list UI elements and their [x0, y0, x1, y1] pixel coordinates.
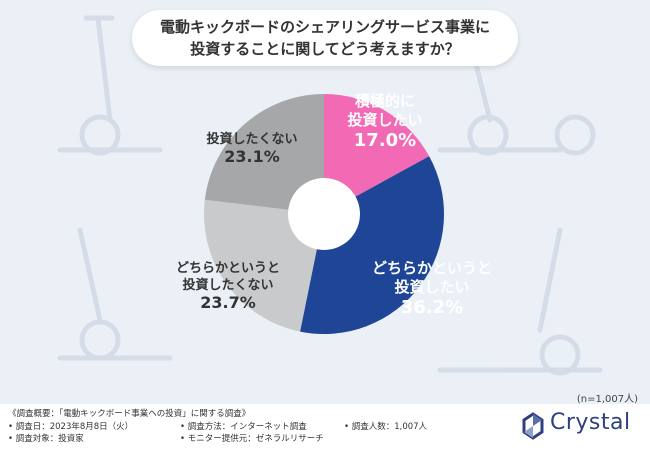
survey-provider: • モニター提供元：ゼネラルリサーチ — [180, 434, 324, 444]
survey-count: • 調査人数：1,007人 — [344, 422, 428, 432]
survey-target: • 調査対象：投資家 — [8, 434, 84, 444]
crystal-logo-icon — [522, 412, 544, 440]
pie-chart: 積極的に投資したい17.0%どちらかというと投資したい36.2%どちらかというと… — [176, 92, 492, 334]
title-line-1: 電動キックボードのシェアリングサービス事業に — [159, 18, 490, 36]
slice-percent-2: 23.7% — [200, 293, 256, 312]
pie-slice-0 — [324, 94, 430, 214]
slice-label-3-0: 投資したくない — [206, 131, 297, 147]
pie-slice-1 — [300, 156, 444, 334]
title-line-2: 投資することに関してどう考えますか？ — [190, 40, 460, 58]
slice-label-2-0: どちらかというと — [176, 261, 280, 276]
survey-method: • 調査方法：インターネット調査 — [180, 422, 307, 432]
slice-percent-3: 23.1% — [224, 147, 280, 166]
slice-label-2-1: 投資したくない — [182, 277, 273, 293]
slice-label-1-1: 投資したい — [394, 278, 469, 296]
title-box: 電動キックボードのシェアリングサービス事業に 投資することに関してどう考えますか… — [132, 10, 518, 66]
brand-name: Crystal — [550, 410, 631, 435]
slice-label-0-0: 積極的に — [354, 92, 415, 110]
survey-date: • 調査日：2023年8月8日（火） — [8, 422, 134, 432]
sample-size-note: (n=1,007人) — [576, 394, 638, 405]
slice-label-1-0: どちらかというと — [372, 259, 492, 277]
slice-percent-1: 36.2% — [401, 297, 463, 318]
survey-summary: 《調査概要：「電動キックボード事業への投資」に関する調査》 — [8, 409, 251, 419]
slice-label-0-1: 投資したい — [347, 111, 422, 129]
pie-slice-3 — [204, 94, 324, 214]
donut-hole — [288, 178, 360, 250]
slice-percent-0: 17.0% — [354, 130, 416, 151]
